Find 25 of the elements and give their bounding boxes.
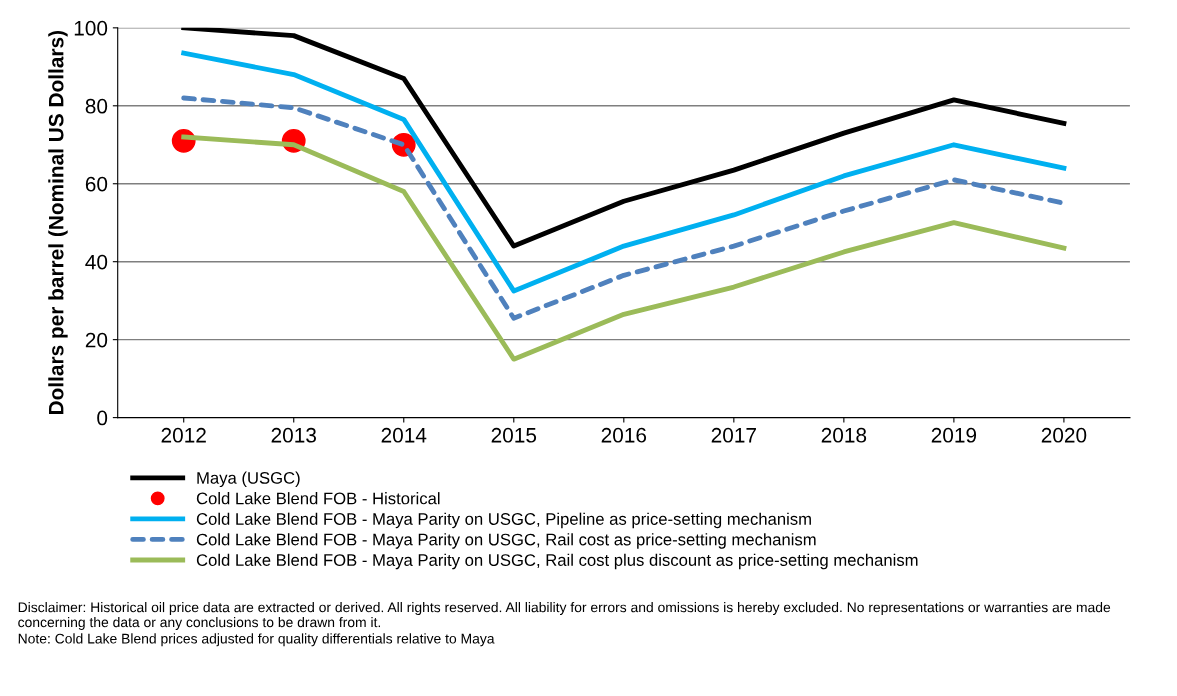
x-tick-label: 2013: [271, 427, 316, 443]
y-tick-label: 80: [85, 98, 108, 114]
y-tick-label: 20: [85, 332, 108, 348]
y-tick-label: 100: [74, 20, 108, 36]
legend-label: Cold Lake Blend FOB - Historical: [196, 492, 440, 505]
y-tick-label: 0: [97, 410, 108, 426]
x-tick-label: 2020: [1041, 427, 1087, 443]
line-series: [181, 50, 1067, 294]
y-tick-label: 60: [85, 176, 108, 192]
x-tick-label: 2018: [821, 427, 867, 443]
line-series: [181, 27, 1067, 249]
legend-label: Maya (USGC): [197, 471, 300, 488]
legend-label: Cold Lake Blend FOB - Maya Parity on USGC, Rail cost as price-setting mechanism: [196, 533, 816, 549]
x-tick-label: 2014: [381, 427, 427, 443]
y-axis-title: Dollars per barrel (Nominal US Dollars): [48, 30, 68, 415]
x-tick-label: 2012: [161, 427, 206, 443]
legend-label: Cold Lake Blend FOB - Maya Parity on USGC, Rail cost plus discount as price-setting mechanism: [196, 553, 918, 570]
x-tick-label: 2016: [601, 427, 647, 443]
text: Disclaimer: Historical oil price data are extracted or derived. All rights reserved. All liability for errors and omissions is hereby excluded. No representations or warranties are made concerning the data or any conclusions to be drawn from it.: [18, 602, 1111, 630]
x-tick-label: 2019: [931, 427, 977, 443]
legend-label: Cold Lake Blend FOB - Maya Parity on USGC, Pipeline as price-setting mechanism: [196, 512, 811, 529]
y-tick-label: 40: [85, 254, 108, 270]
x-tick-label: 2015: [491, 427, 537, 443]
text: Note: Cold Lake Blend prices adjusted for quality differentials relative to Maya: [18, 633, 495, 647]
x-tick-label: 2017: [711, 427, 756, 443]
